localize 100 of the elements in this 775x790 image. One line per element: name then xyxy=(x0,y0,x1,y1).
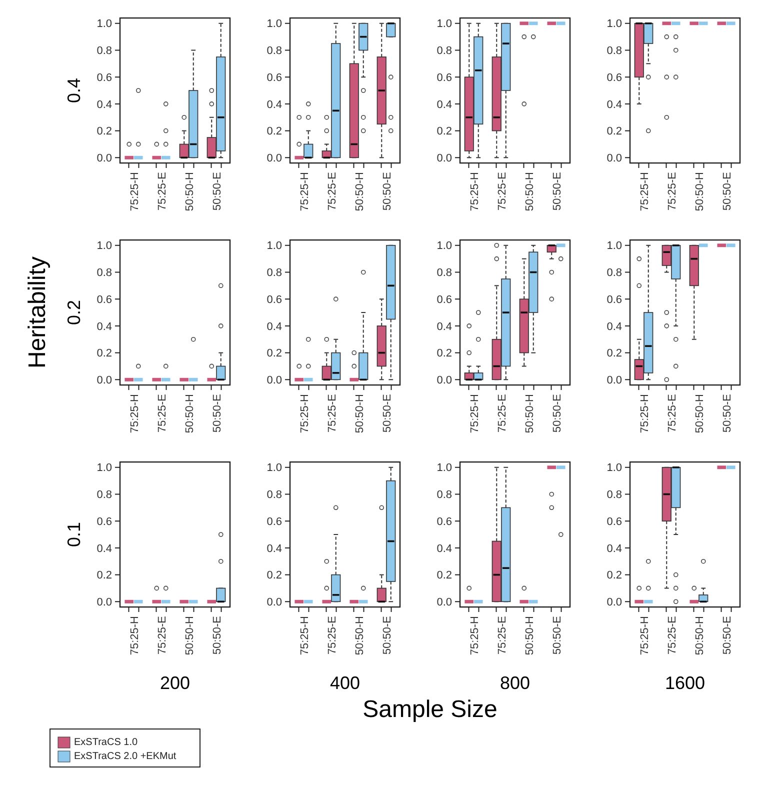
y-tick-label: 0.6 xyxy=(606,294,622,306)
y-tick-label: 0.8 xyxy=(96,267,112,280)
y-tick-label: 0.0 xyxy=(266,374,282,386)
y-tick-label: 0.6 xyxy=(96,72,112,84)
x-tick-label: 75:25-H xyxy=(298,172,311,212)
y-tick-label: 0.2 xyxy=(436,348,452,360)
x-tick-label: 50:50-E xyxy=(551,616,564,655)
x-tick-label: 75:25-H xyxy=(638,172,651,212)
y-tick-label: 0.0 xyxy=(96,596,112,608)
x-tick-label: 75:25-H xyxy=(468,394,481,434)
x-tick-label: 50:50-E xyxy=(381,394,394,433)
y-tick-label: 0.8 xyxy=(606,267,622,280)
x-tick-label: 50:50-E xyxy=(551,172,564,211)
x-tick-label: 75:25-E xyxy=(156,172,168,211)
x-tick-label: 75:25-H xyxy=(638,394,651,434)
y-tick-label: 0.2 xyxy=(266,126,282,138)
y-tick-label: 0.6 xyxy=(436,516,452,528)
x-tick-label: 75:25-E xyxy=(156,616,168,655)
x-tick-label: 50:50-E xyxy=(211,394,224,433)
x-tick-label: 75:25-H xyxy=(638,616,651,656)
x-tick-label: 75:25-E xyxy=(326,394,338,433)
x-tick-label: 50:50-H xyxy=(354,172,366,212)
x-tick-label: 50:50-H xyxy=(694,394,706,434)
y-tick-label: 0.0 xyxy=(606,374,622,386)
y-tick-label: 0.0 xyxy=(96,152,112,164)
y-tick-label: 0.6 xyxy=(606,516,622,528)
x-tick-label: 50:50-E xyxy=(381,172,394,211)
y-tick-label: 0.4 xyxy=(96,542,112,555)
x-axis-title: 200 xyxy=(160,673,190,693)
x-tick-label: 50:50-E xyxy=(211,616,224,655)
y-axis-title: 0.2 xyxy=(64,300,84,326)
x-tick-label: 50:50-H xyxy=(694,616,706,656)
x-tick-label: 50:50-E xyxy=(721,172,734,211)
y-tick-label: 0.2 xyxy=(436,126,452,138)
y-tick-label: 1.0 xyxy=(606,462,622,474)
legend-label: ExSTraCS 2.0 +EKMut xyxy=(74,751,176,762)
y-tick-label: 1.0 xyxy=(606,240,622,252)
y-tick-label: 0.4 xyxy=(436,542,452,555)
x-tick-label: 50:50-H xyxy=(524,172,536,212)
y-tick-label: 0.2 xyxy=(606,570,622,582)
y-tick-label: 0.4 xyxy=(606,98,622,111)
text: Heritability xyxy=(24,256,51,369)
y-tick-label: 1.0 xyxy=(606,18,622,30)
x-tick-label: 75:25-E xyxy=(666,394,678,433)
y-tick-label: 1.0 xyxy=(96,240,112,252)
y-tick-label: 0.2 xyxy=(606,126,622,138)
y-tick-label: 0.6 xyxy=(266,294,282,306)
y-tick-label: 0.6 xyxy=(96,294,112,306)
x-tick-label: 75:25-E xyxy=(496,616,508,655)
y-tick-label: 0.6 xyxy=(96,516,112,528)
y-tick-label: 0.8 xyxy=(436,267,452,280)
x-tick-label: 50:50-H xyxy=(354,394,366,434)
y-tick-label: 0.2 xyxy=(96,348,112,360)
y-tick-label: 0.0 xyxy=(436,152,452,164)
x-tick-label: 75:25-E xyxy=(496,172,508,211)
y-tick-label: 0.4 xyxy=(606,542,622,555)
y-axis-title: 0.1 xyxy=(64,522,84,548)
x-tick-label: 75:25-E xyxy=(326,172,338,211)
x-tick-label: 50:50-H xyxy=(354,616,366,656)
x-tick-label: 75:25-H xyxy=(468,172,481,212)
y-tick-label: 0.2 xyxy=(96,126,112,138)
y-tick-label: 0.4 xyxy=(436,98,452,111)
x-axis-title: 1600 xyxy=(664,673,706,693)
x-tick-label: 50:50-H xyxy=(184,616,196,656)
x-tick-label: 50:50-H xyxy=(184,172,196,212)
y-tick-label: 0.8 xyxy=(436,489,452,502)
y-tick-label: 0.2 xyxy=(266,348,282,360)
y-tick-label: 1.0 xyxy=(266,240,282,252)
y-tick-label: 0.4 xyxy=(266,542,282,555)
text: Sample Size xyxy=(362,696,498,723)
y-tick-label: 0.4 xyxy=(96,320,112,333)
x-tick-label: 75:25-H xyxy=(128,172,141,212)
y-tick-label: 0.0 xyxy=(266,152,282,164)
y-tick-label: 1.0 xyxy=(436,462,452,474)
y-tick-label: 0.0 xyxy=(436,374,452,386)
x-tick-label: 50:50-H xyxy=(184,394,196,434)
y-tick-label: 1.0 xyxy=(266,462,282,474)
y-tick-label: 0.8 xyxy=(96,489,112,502)
y-tick-label: 0.8 xyxy=(96,45,112,58)
y-tick-label: 1.0 xyxy=(96,462,112,474)
x-tick-label: 50:50-H xyxy=(524,394,536,434)
y-tick-label: 0.8 xyxy=(436,45,452,58)
x-tick-label: 75:25-E xyxy=(156,394,168,433)
y-tick-label: 0.4 xyxy=(266,98,282,111)
x-tick-label: 50:50-E xyxy=(381,616,394,655)
y-tick-label: 0.2 xyxy=(96,570,112,582)
y-tick-label: 0.0 xyxy=(606,596,622,608)
y-tick-label: 0.8 xyxy=(266,489,282,502)
y-tick-label: 0.6 xyxy=(266,72,282,84)
y-tick-label: 0.4 xyxy=(96,98,112,111)
x-tick-label: 75:25-H xyxy=(298,616,311,656)
x-axis-title: 800 xyxy=(500,673,530,693)
y-tick-label: 1.0 xyxy=(266,18,282,30)
x-tick-label: 75:25-E xyxy=(496,394,508,433)
y-tick-label: 0.0 xyxy=(96,374,112,386)
x-tick-label: 75:25-E xyxy=(666,616,678,655)
y-tick-label: 0.4 xyxy=(266,320,282,333)
x-tick-label: 50:50-H xyxy=(524,616,536,656)
y-tick-label: 0.8 xyxy=(606,489,622,502)
x-tick-label: 50:50-E xyxy=(721,616,734,655)
